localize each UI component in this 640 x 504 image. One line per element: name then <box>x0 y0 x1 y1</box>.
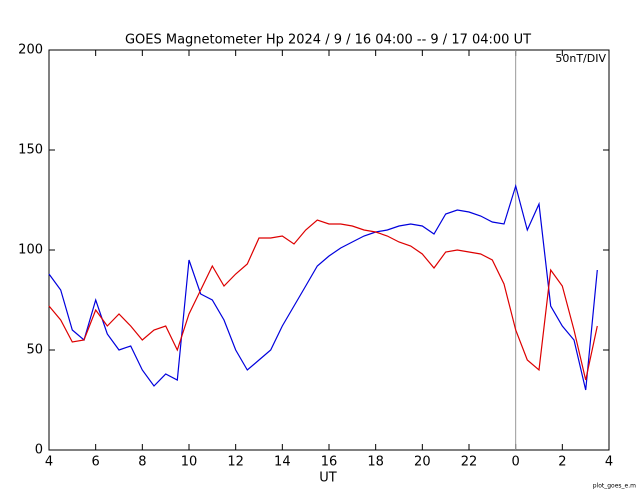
y-tick-label: 200 <box>18 43 43 58</box>
x-tick-label: 22 <box>461 455 478 470</box>
x-tick-label: 16 <box>321 455 338 470</box>
x-tick-label: 4 <box>605 455 613 470</box>
y-tick-label: 150 <box>18 143 43 158</box>
x-tick-label: 10 <box>181 455 198 470</box>
y-tick-label: 50 <box>26 343 43 358</box>
x-tick-label: 2 <box>558 455 566 470</box>
chart-title: GOES Magnetometer Hp 2024 / 9 / 16 04:00… <box>125 33 531 48</box>
x-tick-label: 0 <box>512 455 520 470</box>
x-tick-label: 6 <box>92 455 100 470</box>
x-tick-label: 18 <box>367 455 384 470</box>
x-tick-label: 12 <box>227 455 244 470</box>
series-line <box>48 219 598 381</box>
y-tick-label: 0 <box>35 443 43 458</box>
x-tick-label: 20 <box>414 455 431 470</box>
x-tick-label: 4 <box>45 455 53 470</box>
y-tick-label: 100 <box>18 243 43 258</box>
x-axis-label: UT <box>319 471 337 486</box>
footer: plot_goes_e.m <box>593 483 636 490</box>
plot-frame <box>48 49 610 451</box>
x-tick-label: 8 <box>138 455 146 470</box>
annotation: 50nT/DIV <box>555 52 606 65</box>
series-line <box>48 183 598 391</box>
x-tick-label: 14 <box>274 455 291 470</box>
